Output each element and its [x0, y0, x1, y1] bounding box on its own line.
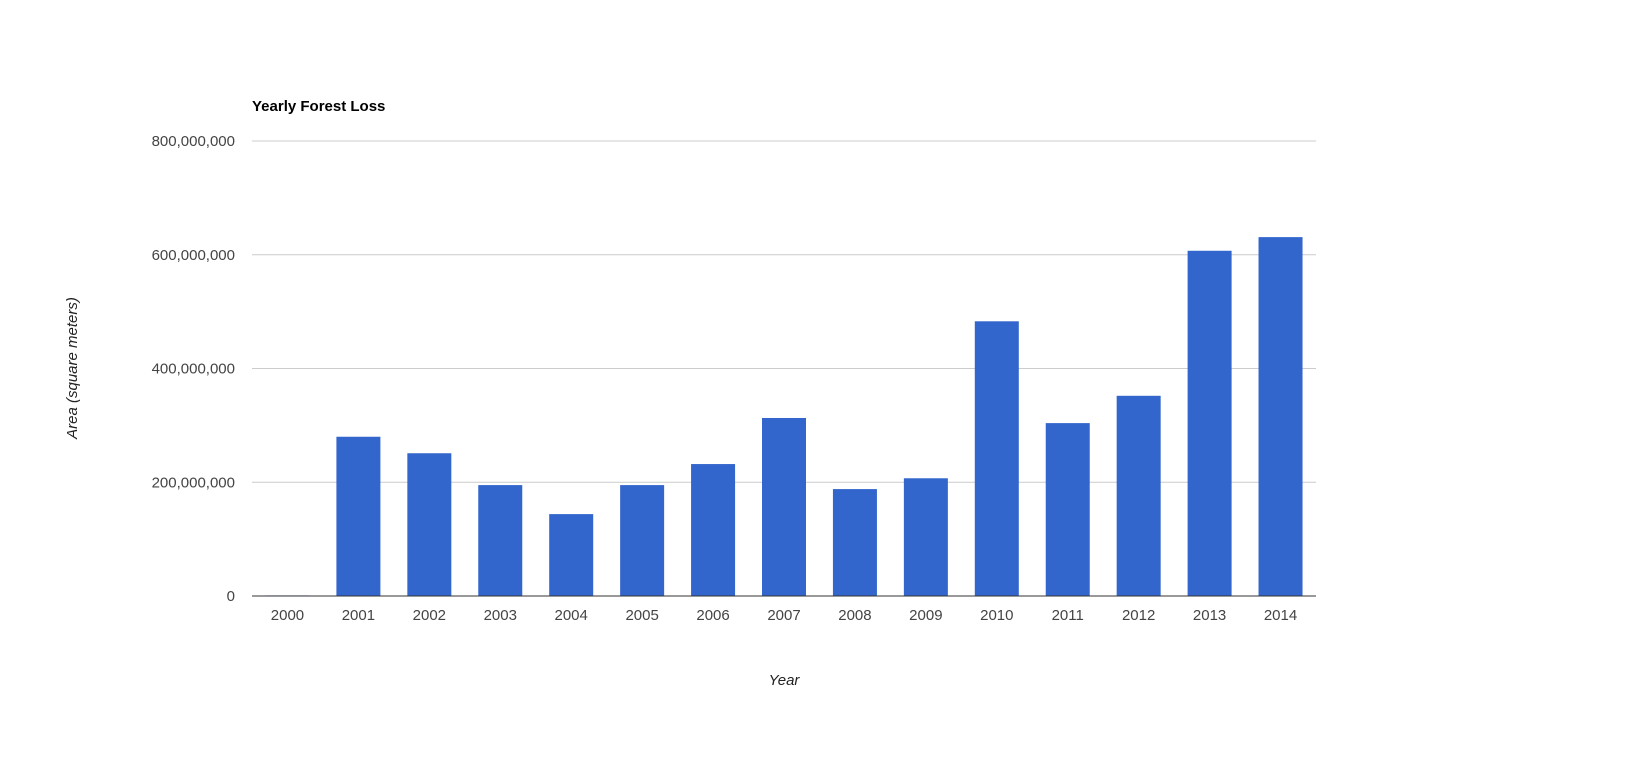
- y-tick-label: 0: [227, 588, 235, 605]
- y-tick-label: 800,000,000: [152, 133, 235, 150]
- x-tick-label: 2010: [980, 607, 1013, 624]
- x-tick-label: 2005: [625, 607, 658, 624]
- x-axis-label: Year: [769, 672, 801, 689]
- bar-2003[interactable]: [478, 485, 523, 596]
- x-tick-label: 2001: [342, 607, 375, 624]
- bar-2008[interactable]: [832, 489, 877, 596]
- bar-2012[interactable]: [1116, 395, 1161, 596]
- x-tick-label: 2012: [1122, 607, 1155, 624]
- bar-2005[interactable]: [620, 485, 665, 596]
- bar-2013[interactable]: [1187, 250, 1232, 597]
- x-tick-label: 2014: [1264, 607, 1297, 624]
- bar-2007[interactable]: [762, 417, 806, 596]
- bar-2011[interactable]: [1045, 423, 1090, 596]
- bar-2014[interactable]: [1258, 237, 1303, 596]
- y-axis-label: Area (square meters): [64, 297, 81, 440]
- x-tick-label: 2007: [767, 607, 800, 624]
- bar-2006[interactable]: [691, 464, 736, 596]
- x-tick-label: 2002: [413, 607, 446, 624]
- x-tick-label: 2008: [838, 607, 871, 624]
- chart-title: Yearly Forest Loss: [252, 98, 385, 115]
- bar-2001[interactable]: [336, 436, 381, 596]
- y-tick-label: 600,000,000: [152, 247, 235, 264]
- x-tick-label: 2000: [271, 607, 304, 624]
- bar-2009[interactable]: [903, 478, 948, 596]
- x-tick-label: 2009: [909, 607, 942, 624]
- x-tick-label: 2004: [555, 607, 588, 624]
- x-tick-label: 2006: [696, 607, 729, 624]
- y-tick-label: 200,000,000: [152, 474, 235, 491]
- y-tick-label: 400,000,000: [152, 361, 235, 378]
- x-tick-label: 2011: [1052, 607, 1084, 624]
- bar-2010[interactable]: [974, 321, 1019, 596]
- x-tick-label: 2003: [484, 607, 517, 624]
- bar-2002[interactable]: [407, 453, 452, 596]
- bar-2004[interactable]: [549, 514, 594, 596]
- x-tick-label: 2013: [1193, 607, 1226, 624]
